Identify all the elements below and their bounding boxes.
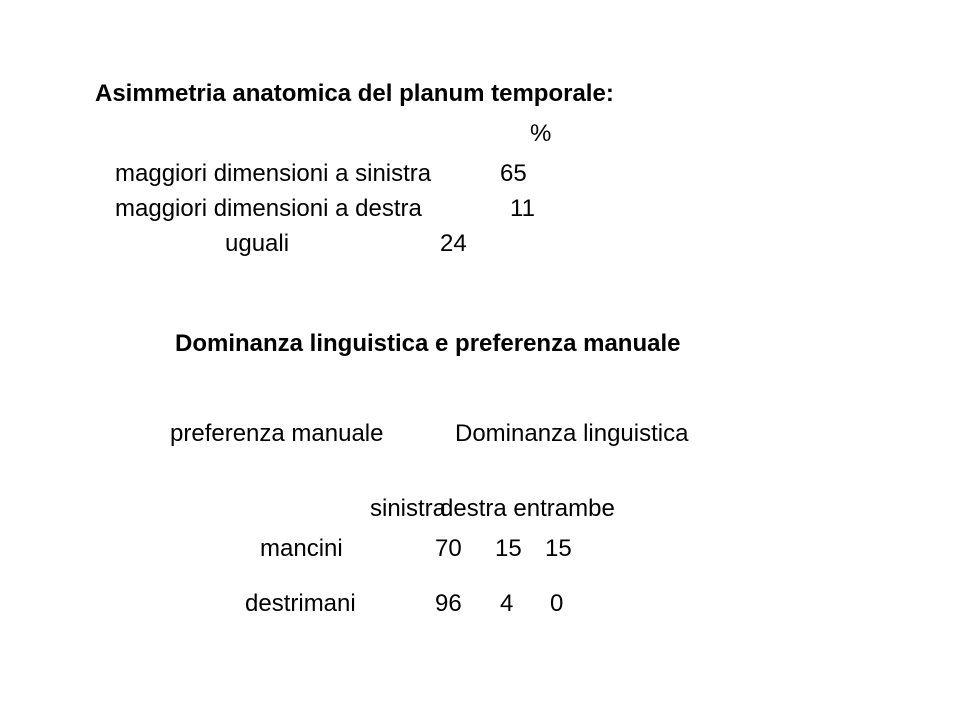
section1-title: Asimmetria anatomica del planum temporal… [95, 80, 614, 108]
slide-page: Asimmetria anatomica del planum temporal… [0, 0, 960, 720]
s1-row1-value: 65 [500, 160, 527, 188]
s1-row3-value: 24 [440, 230, 467, 258]
section2-title: Dominanza linguistica e preferenza manua… [175, 330, 680, 358]
col-left-label: preferenza manuale [170, 420, 383, 448]
s2-subheader-sinistradestra: sinistradestra entrambe [370, 495, 615, 523]
s2-row1-c1: 70 [435, 535, 462, 563]
s2-row2-c2: 4 [500, 590, 513, 618]
s1-row2-label: maggiori dimensioni a destra [115, 195, 422, 223]
s2-row1-label: mancini [260, 535, 343, 563]
s2-row2-label: destrimani [245, 590, 356, 618]
s2-row1-c2: 15 [495, 535, 522, 563]
col-right-label: Dominanza linguistica [455, 420, 688, 448]
percent-header: % [530, 120, 551, 148]
s1-row1-label: maggiori dimensioni a sinistra [115, 160, 431, 188]
s2-row2-c3: 0 [550, 590, 563, 618]
s2-row1-c3: 15 [545, 535, 572, 563]
s2-row2-c1: 96 [435, 590, 462, 618]
s1-row2-value: 11 [510, 195, 535, 223]
s1-row3-label: uguali [225, 230, 289, 258]
